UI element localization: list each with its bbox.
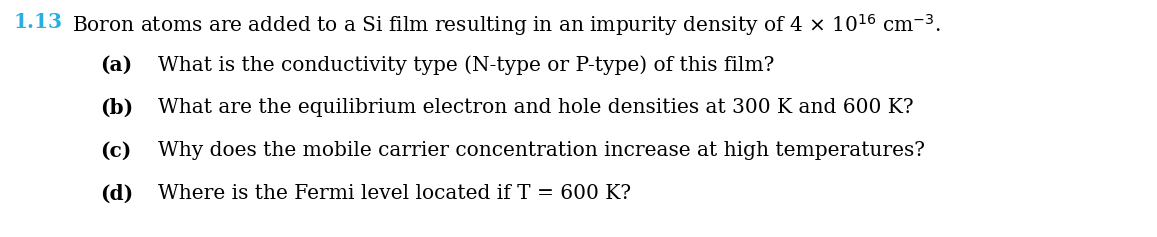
Text: What is the conductivity type (N-type or P-type) of this film?: What is the conductivity type (N-type or… (159, 55, 774, 75)
Text: 1.13: 1.13 (14, 12, 62, 32)
Text: (c): (c) (100, 141, 131, 161)
Text: (b): (b) (100, 98, 133, 118)
Text: (a): (a) (100, 55, 132, 75)
Text: Why does the mobile carrier concentration increase at high temperatures?: Why does the mobile carrier concentratio… (159, 141, 924, 160)
Text: What are the equilibrium electron and hole densities at 300 K and 600 K?: What are the equilibrium electron and ho… (159, 98, 914, 117)
Text: Boron atoms are added to a Si film resulting in an impurity density of 4 $\times: Boron atoms are added to a Si film resul… (72, 12, 941, 38)
Text: Where is the Fermi level located if T = 600 K?: Where is the Fermi level located if T = … (159, 184, 631, 203)
Text: (d): (d) (100, 184, 133, 204)
